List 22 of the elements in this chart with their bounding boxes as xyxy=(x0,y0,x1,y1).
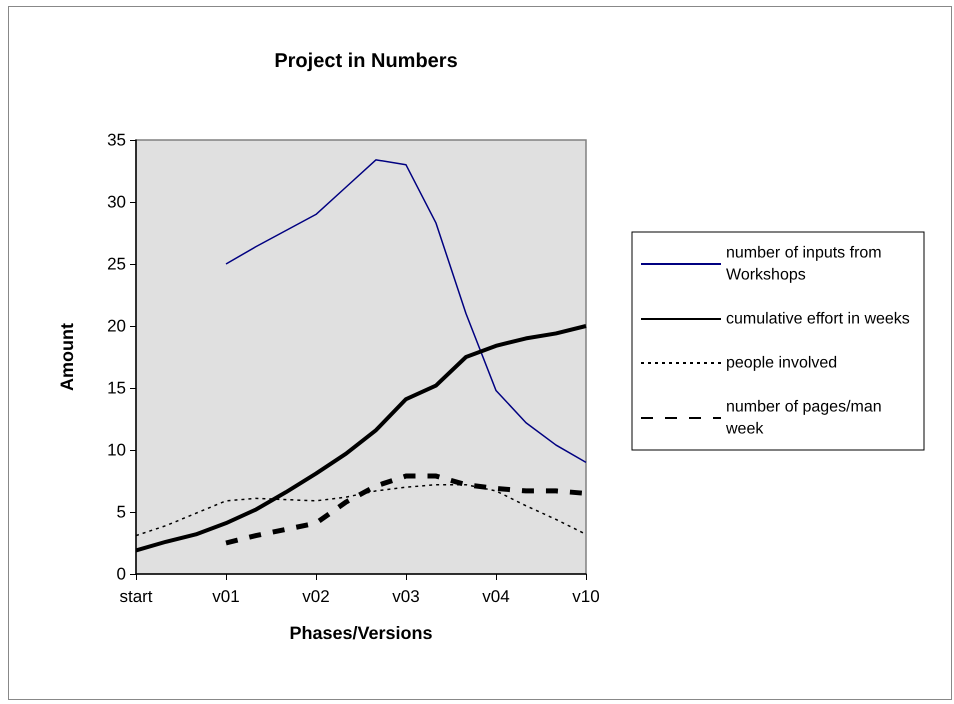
legend-label: number of pages/man week xyxy=(725,398,886,438)
x-axis-title: Phases/Versions xyxy=(289,623,433,643)
y-tick-label: 0 xyxy=(116,564,126,584)
y-tick-label: 5 xyxy=(116,502,126,522)
x-tick-label: v01 xyxy=(212,587,240,606)
legend-label: people involved xyxy=(726,354,838,372)
y-tick-label: 15 xyxy=(107,378,126,398)
x-tick-label: v03 xyxy=(392,587,420,606)
x-tick-label: v04 xyxy=(482,587,510,606)
legend-label: number of inputs from Workshops xyxy=(726,244,886,284)
y-axis-title: Amount xyxy=(57,323,77,391)
y-tick-label: 20 xyxy=(107,316,126,336)
y-tick-label: 30 xyxy=(107,192,126,212)
line-series xyxy=(225,159,587,464)
legend-label: cumulative effort in weeks xyxy=(726,310,910,328)
x-tick-label: start xyxy=(119,587,153,606)
chart-title: Project in Numbers xyxy=(274,50,458,72)
y-tick-label: 25 xyxy=(107,254,126,274)
x-tick-label: v02 xyxy=(302,587,330,606)
y-tick-label: 10 xyxy=(107,440,126,460)
y-tick-label: 35 xyxy=(107,130,126,150)
x-tick-label: v10 xyxy=(572,587,600,606)
